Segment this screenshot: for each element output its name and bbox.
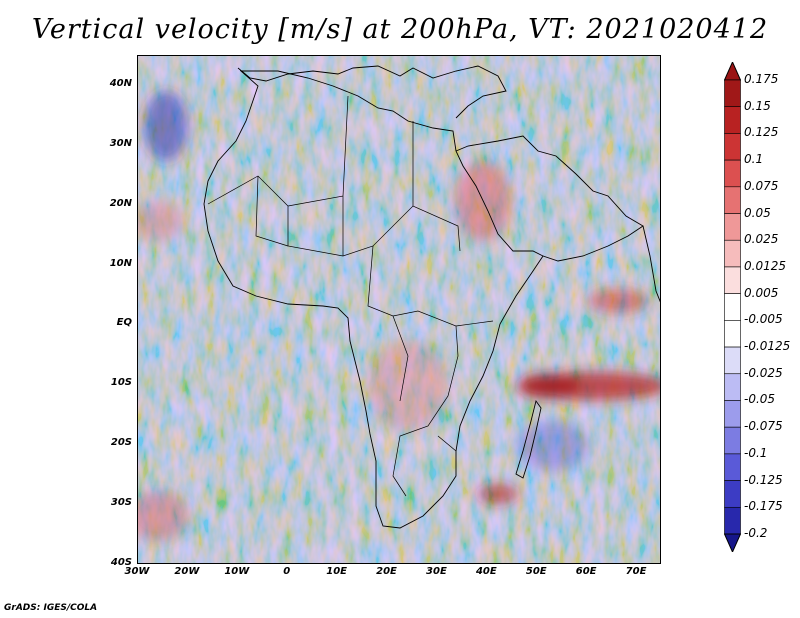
colorbar-segment	[724, 453, 741, 481]
chart-title: Vertical velocity [m/s] at 200hPa, VT: 2…	[31, 14, 769, 45]
colorbar-level-label: 0.15	[744, 98, 771, 113]
ascent-patch-arabian-sea	[588, 289, 648, 313]
colorbar-segment	[724, 320, 741, 348]
ascent-patch-south-africa	[478, 484, 518, 504]
lon-tick-label: 30E	[426, 566, 447, 577]
india-coastline	[642, 225, 660, 303]
country-borders	[207, 95, 494, 497]
colorbar-segment	[724, 133, 741, 161]
field-texture	[138, 56, 660, 563]
colorbar-level-label: -0.2	[744, 526, 768, 540]
colorbar-segment	[724, 373, 741, 401]
lon-tick-label: 20E	[376, 566, 397, 577]
colorbar-bottom-arrow	[724, 533, 741, 552]
lat-tick-label: 10N	[109, 257, 132, 269]
lon-tick-label: 10W	[224, 566, 250, 577]
lon-tick-label: 60E	[575, 566, 597, 577]
border-line	[367, 245, 459, 497]
colorbar-segment	[724, 106, 741, 134]
colorbar-level-label: -0.125	[744, 472, 783, 487]
colorbar-level-label: -0.075	[744, 419, 783, 434]
africa-coastline	[203, 70, 544, 529]
credit-text: GrADS: IGES/COLA	[4, 603, 98, 613]
lon-tick-label: 70E	[625, 566, 647, 577]
lat-tick-label: 40S	[110, 557, 132, 568]
colorbar-level-label: -0.1	[744, 445, 768, 460]
europe-coastline	[237, 65, 507, 119]
colorbar-level-label: 0.005	[744, 285, 779, 300]
lat-tick-label: 10S	[110, 377, 132, 389]
colorbar-segment	[724, 400, 741, 428]
colorbar-level-label: -0.0125	[744, 339, 791, 354]
lat-tick-label: 40N	[109, 77, 132, 89]
descent-patch-atlantic	[144, 91, 188, 161]
map-panel	[137, 55, 661, 564]
colorbar-segment	[724, 186, 741, 214]
lon-tick-label: 30W	[124, 566, 150, 577]
madagascar-coastline	[515, 399, 542, 479]
colorbar-level-label: -0.025	[744, 365, 783, 380]
colorbar-level-label: 0.025	[744, 232, 779, 247]
lon-tick-label: 40E	[475, 566, 497, 577]
colorbar-level-label: 0.175	[744, 72, 779, 86]
lat-tick-label: 20N	[109, 197, 132, 209]
colorbar-segment	[724, 426, 741, 455]
colorbar-level-label: -0.05	[744, 392, 776, 407]
colorbar-level-label: 0.125	[744, 125, 779, 140]
lat-tick-label: 30N	[109, 137, 132, 149]
colorbar-segment	[724, 159, 741, 188]
ascent-patch-west-atlantic	[138, 201, 183, 241]
lat-tick-label: 20S	[110, 437, 132, 449]
colorbar-segment	[724, 213, 741, 241]
lon-tick-label: 10E	[326, 566, 347, 577]
lon-tick-label: 0	[283, 566, 291, 577]
field-features	[138, 91, 660, 541]
colorbar-segment	[724, 506, 741, 535]
ascent-patch-southwest	[138, 491, 188, 541]
lon-tick-label: 50E	[525, 566, 547, 577]
ascent-core-madagascar	[518, 374, 578, 398]
lon-tick-label: 20W	[174, 566, 200, 577]
colorbar-level-label: 0.05	[744, 205, 771, 220]
colorbar-segment	[724, 293, 741, 321]
lat-tick-label: EQ	[116, 317, 132, 329]
colorbar-segment	[724, 239, 741, 268]
colorbar-level-label: -0.175	[744, 499, 783, 514]
coastlines	[203, 65, 660, 529]
velocity-field-map	[138, 56, 660, 563]
colorbar-segment	[724, 266, 741, 294]
colorbar-segment	[724, 480, 741, 508]
colorbar-level-label: -0.005	[744, 312, 783, 327]
colorbar-level-label: 0.1	[744, 152, 764, 167]
colorbar	[724, 62, 741, 552]
colorbar-segment	[724, 79, 741, 108]
ascent-patch-congo	[368, 341, 448, 431]
lat-tick-label: 30S	[110, 497, 132, 509]
colorbar-level-label: 0.075	[744, 178, 779, 193]
colorbar-level-label: 0.0125	[744, 258, 786, 273]
colorbar-top-arrow	[724, 62, 741, 81]
colorbar-segment	[724, 346, 741, 375]
border-line	[255, 95, 494, 452]
descent-patch-mozambique	[518, 421, 588, 471]
arabia-coastline	[455, 135, 644, 262]
